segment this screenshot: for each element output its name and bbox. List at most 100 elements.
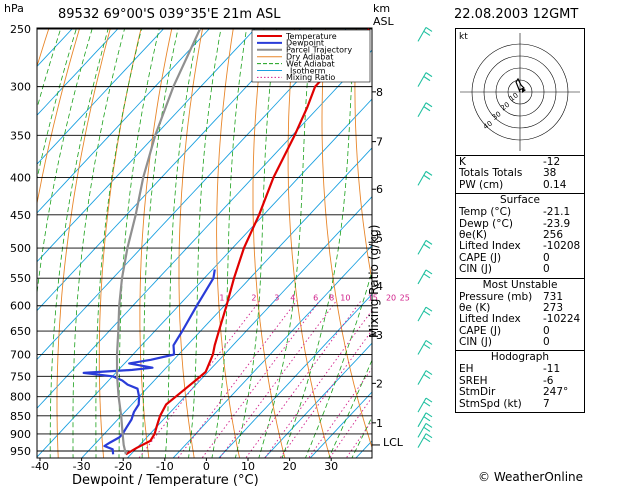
wind-barb-staff	[417, 27, 427, 42]
height-tick-label: 4	[376, 280, 383, 293]
mixing-ratio-label: 10	[340, 294, 350, 303]
index-row: θe (K) 273	[456, 301, 584, 314]
mixing-ratio-label: 6	[313, 294, 318, 303]
index-row: Lifted Index -10208	[456, 240, 584, 252]
pressure-tick-label: 800	[10, 391, 31, 404]
mixing-ratio-label: 20	[386, 294, 396, 303]
index-label: StmDir	[459, 386, 496, 399]
isotherm-line	[37, 28, 257, 263]
index-value: -11	[543, 363, 561, 376]
wind-barb-flag	[425, 26, 433, 32]
surface-section: Surface Temp (°C) -21.1 Dewp (°C) -23.9 θe(K)…	[456, 193, 584, 277]
hodograph-ring-label: 40	[482, 119, 494, 131]
pressure-tick-label: 650	[10, 325, 31, 338]
parcel-trajectory-line	[115, 28, 201, 455]
index-value: -10224	[543, 313, 581, 326]
wind-barb-flag	[423, 174, 431, 180]
index-label: Lifted Index	[459, 313, 521, 326]
dry-adiabat-line	[600, 16, 629, 467]
mixing-ratio-line	[308, 367, 372, 458]
index-label: Totals Totals	[459, 167, 523, 180]
wind-barb-staff	[417, 171, 427, 186]
plot-frame	[36, 27, 373, 459]
wet-adiabat-line	[118, 28, 160, 458]
mixing-ratio-line	[279, 329, 372, 458]
index-row: Dewp (°C) -23.9	[456, 217, 584, 230]
legend-label: Temperature	[285, 32, 337, 41]
pressure-tick-label: 250	[10, 23, 31, 36]
hodograph-storm-arrow	[522, 88, 526, 93]
wind-barb-flag	[423, 374, 431, 380]
temperature-tick-label: -20	[114, 460, 132, 473]
wind-barb-flag	[423, 426, 431, 432]
hodograph-ring-label: 20	[499, 101, 511, 113]
index-label: PW (cm)	[459, 178, 504, 191]
mixing-ratio-label: 2	[251, 294, 256, 303]
mixing-ratio-axis-title: Mixing Ratio (g/kg)	[367, 225, 381, 338]
temperature-tick-label: 0	[203, 460, 210, 473]
wind-barb-staff	[417, 72, 427, 87]
index-row: EH -11	[456, 363, 584, 376]
mixing-ratio-line	[264, 309, 372, 458]
mixing-ratio-label: 25	[400, 294, 410, 303]
index-value: 273	[543, 301, 564, 314]
dry-adiabat-line	[252, 28, 286, 458]
isotherm-line	[37, 49, 372, 409]
dry-adiabat-line	[37, 28, 81, 206]
index-value: 0	[543, 263, 550, 276]
wind-barb-flag	[425, 340, 433, 345]
wet-adiabat-line	[211, 28, 248, 458]
temperature-line	[125, 28, 370, 456]
mixing-ratio-line	[201, 300, 321, 458]
index-label: CAPE (J)	[459, 251, 502, 264]
pressure-tick-label: 300	[10, 81, 31, 94]
wind-barb-staff	[417, 397, 427, 413]
wind-barb-flag	[425, 370, 433, 376]
wind-barb-flag	[423, 401, 431, 407]
wet-adiabat-line	[37, 28, 93, 297]
index-label: K	[459, 156, 466, 168]
index-label: SREH	[459, 374, 488, 387]
index-label: EH	[459, 363, 474, 376]
isotherm-line	[218, 293, 372, 458]
wind-barb-flag	[425, 412, 433, 418]
index-row: StmSpd (kt) 7	[456, 398, 584, 410]
wet-adiabat-line	[258, 28, 313, 458]
index-value: 0.14	[543, 178, 567, 191]
wind-barb-flag	[423, 76, 431, 82]
isotherm-line	[81, 147, 372, 458]
index-row: CIN (J) 0	[456, 263, 584, 276]
legend-label: Parcel Trajectory	[286, 46, 352, 55]
pressure-tick-label: 700	[10, 348, 31, 361]
wind-barb-staff	[417, 269, 427, 285]
wind-barb-flag	[425, 433, 433, 439]
isotherm-line	[37, 98, 372, 458]
wind-barb-flag	[425, 269, 433, 275]
index-label: CIN (J)	[459, 336, 492, 349]
dry-adiabat-line	[216, 28, 241, 458]
temperature-tick-label: -40	[31, 460, 49, 473]
height-tick-label: 6	[376, 183, 383, 196]
isotherm-line	[37, 28, 303, 312]
mixing-ratio-label: 1	[219, 294, 224, 303]
wind-barb-flag	[425, 72, 433, 78]
legend-label: Isotherm	[290, 66, 326, 75]
wind-barb-staff	[417, 102, 427, 118]
hodograph-trace	[515, 77, 526, 93]
station-info: 89532 69°00'S 039°35'E 21m ASL	[58, 7, 281, 22]
height-tick-label: 8	[376, 86, 383, 99]
wet-adiabat-line	[305, 269, 372, 458]
most-unstable-section: Most Unstable Pressure (mb) 731 θe (K) 273 Li…	[456, 277, 584, 351]
index-value: -23.9	[543, 217, 571, 230]
indices-top-section: K -12 Totals Totals 38 PW (cm) 0.14	[456, 156, 584, 193]
wind-barb-flag	[425, 170, 433, 176]
pressure-tick-label: 400	[10, 172, 31, 185]
temperature-tick-label: -30	[73, 460, 91, 473]
wet-adiabat-line	[37, 28, 78, 181]
pressure-tick-label: 850	[10, 410, 31, 423]
height-tick-label: 2	[376, 377, 383, 390]
km-label: km	[373, 2, 391, 15]
dry-adiabat-line	[56, 28, 111, 458]
